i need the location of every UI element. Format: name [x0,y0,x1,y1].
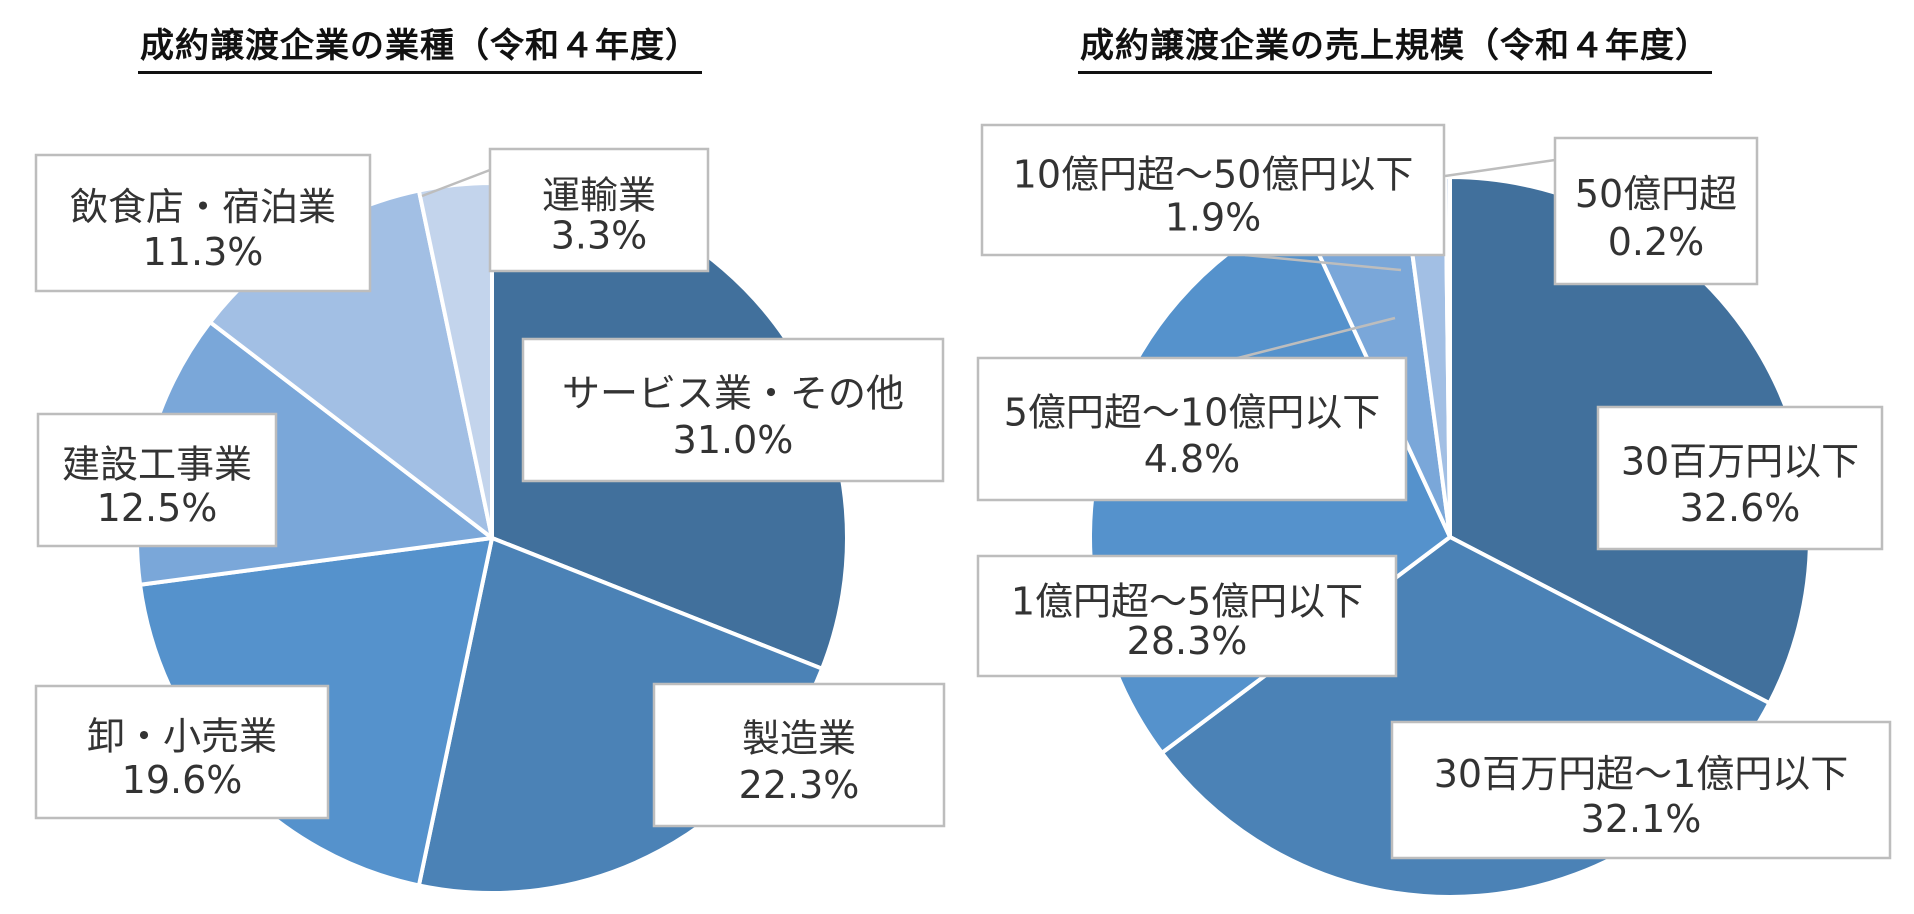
chart-title-sales-scale: 成約譲渡企業の売上規模（令和４年度） [1078,18,1712,74]
sales-value-label-4: 1.9% [1165,195,1262,239]
sales-category-label-4: 10億円超～50億円以下 [1013,153,1414,197]
industry-value-label-5: 3.3% [551,214,648,258]
industry-value-label-3: 12.5% [97,486,218,530]
sales-label-box-1 [1390,720,1892,860]
industry-category-label-0: サービス業・その他 [562,371,904,415]
sales-category-label-1: 30百万円超～1億円以下 [1434,752,1849,796]
sales-leader-line-5 [1444,158,1556,178]
industry-category-label-1: 製造業 [742,716,856,760]
industry-leader-line-5 [421,168,491,198]
sales-leader-line-3 [1229,316,1396,362]
industry-label-box-4 [34,153,372,293]
sales-value-label-2: 28.3% [1127,619,1248,663]
sales-label-box-2 [976,554,1398,678]
chart-title-industry: 成約譲渡企業の業種（令和４年度） [138,18,702,74]
industry-category-label-5: 運輸業 [542,173,656,217]
sales-category-label-5: 50億円超 [1575,172,1737,216]
industry-label-box-5 [488,147,710,273]
industry-label-box-0 [521,337,945,483]
sales-value-label-0: 32.6% [1680,486,1801,530]
sales-value-label-5: 0.2% [1608,220,1705,264]
sales-label-box-3 [976,356,1408,502]
industry-label-box-1 [652,682,946,828]
sales-label-box-4 [980,123,1446,257]
sales-label-box-5 [1553,136,1759,286]
sales-leader-line-4 [1244,253,1402,272]
industry-label-box-3 [36,412,278,548]
industry-category-label-3: 建設工事業 [62,442,252,486]
sales-value-label-3: 4.8% [1144,437,1241,481]
industry-value-label-1: 22.3% [739,763,860,807]
industry-category-label-2: 卸・小売業 [87,714,277,758]
sales-category-label-0: 30百万円以下 [1621,439,1859,483]
sales-value-label-1: 32.1% [1581,797,1702,841]
industry-value-label-0: 31.0% [673,418,794,462]
industry-category-label-4: 飲食店・宿泊業 [70,185,336,229]
sales-category-label-3: 5億円超～10億円以下 [1004,390,1381,434]
industry-value-label-2: 19.6% [122,758,243,802]
sales-label-box-0 [1596,405,1884,551]
industry-value-label-4: 11.3% [143,230,264,274]
industry-label-box-2 [34,684,330,820]
sales-category-label-2: 1億円超～5億円以下 [1011,580,1363,624]
